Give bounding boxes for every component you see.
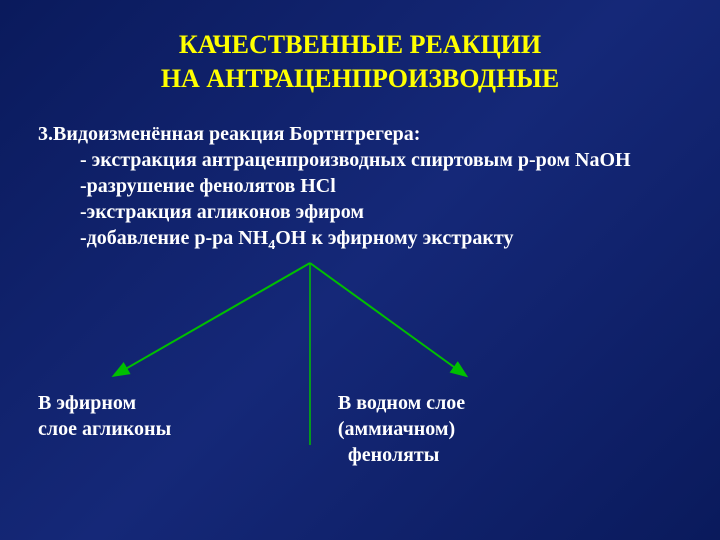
bullet-4: -добавление р-ра NH4OH к эфирному экстра…: [38, 225, 682, 255]
body-heading: 3.Видоизменённая реакция Бортнтрегера:: [38, 121, 682, 147]
arrow-left: [115, 263, 310, 375]
slide-title: КАЧЕСТВЕННЫЕ РЕАКЦИИ НА АНТРАЦЕНПРОИЗВОД…: [0, 0, 720, 96]
arrows-diagram: [0, 255, 720, 390]
bullet-1: - экстракция антраценпроизводных спиртов…: [38, 147, 682, 173]
title-line-1: КАЧЕСТВЕННЫЕ РЕАКЦИИ: [179, 30, 541, 59]
arrows-svg: [0, 255, 720, 455]
arrow-right: [310, 263, 465, 375]
slide-body: 3.Видоизменённая реакция Бортнтрегера: -…: [0, 96, 720, 255]
title-line-2: НА АНТРАЦЕНПРОИЗВОДНЫЕ: [161, 64, 559, 93]
bullet-3: -экстракция агликонов эфиром: [38, 199, 682, 225]
bullet-2: -разрушение фенолятов HCl: [38, 173, 682, 199]
